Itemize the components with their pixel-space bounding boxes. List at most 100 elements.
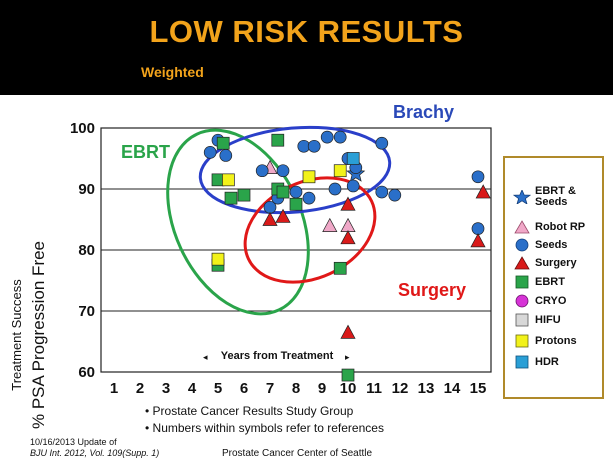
surgery-marker — [340, 230, 356, 245]
ebrt-marker — [216, 136, 230, 150]
legend-label: HDR — [535, 355, 559, 368]
x-tick-label: 9 — [318, 380, 326, 397]
x-tick-label: 8 — [292, 380, 300, 397]
protons-marker — [302, 170, 316, 184]
seeds-marker — [307, 139, 321, 153]
surgery-marker — [475, 184, 491, 199]
ebrt-marker — [333, 261, 347, 275]
legend-item-hdr: HDR — [513, 355, 559, 369]
page-subtitle: Weighted — [141, 64, 204, 80]
ebrt-marker — [289, 197, 303, 211]
surgery-marker — [470, 233, 486, 248]
robot-rp-marker — [322, 217, 338, 232]
x-tick-label: 12 — [392, 380, 409, 397]
seeds-marker — [320, 130, 334, 144]
ebrt-marker — [276, 185, 290, 199]
yellow-square-icon — [515, 334, 529, 348]
x-tick-label: 11 — [366, 380, 382, 397]
note-study-group: • Prostate Cancer Results Study Group — [145, 404, 354, 418]
legend: EBRT & Seeds Robot RP Seeds Surgery EBRT… — [503, 156, 604, 399]
legend-item-robot-rp: Robot RP — [513, 220, 585, 234]
x-axis-arrow-right: ▸ — [345, 353, 350, 363]
x-tick-label: 15 — [470, 380, 487, 397]
y-tick-label: 60 — [78, 364, 95, 381]
magenta-circle-icon — [515, 294, 529, 308]
surgery-marker — [262, 211, 278, 226]
legend-item-ebrt: EBRT — [513, 275, 565, 289]
legend-item-seeds: Seeds — [513, 238, 567, 252]
pink-triangle-icon — [514, 220, 530, 234]
seeds-marker — [289, 185, 303, 199]
legend-label: Protons — [535, 334, 577, 347]
note-references: • Numbers within symbols refer to refere… — [145, 421, 384, 435]
x-tick-label: 3 — [162, 380, 170, 397]
red-triangle-icon — [514, 256, 530, 270]
surgery-marker — [275, 208, 291, 223]
y-axis-label-bottom: % PSA Progression Free — [29, 241, 48, 429]
seeds-marker — [388, 188, 402, 202]
y-tick-label: 100 — [70, 120, 95, 137]
ebrt-marker — [237, 188, 251, 202]
y-tick-label: 90 — [78, 181, 95, 198]
title-banner — [0, 0, 613, 95]
seeds-marker — [302, 191, 316, 205]
hdr-marker — [346, 152, 360, 165]
x-tick-label: 4 — [188, 380, 197, 397]
page-title: LOW RISK RESULTS — [149, 14, 464, 49]
x-tick-label: 5 — [214, 380, 222, 397]
y-axis-label-top: Treatment Success — [9, 279, 24, 391]
scatter-chart: Treatment Success % PSA Progression Free… — [9, 102, 492, 429]
y-tick-label: 80 — [78, 242, 95, 259]
legend-label: EBRT & — [535, 185, 576, 197]
x-tick-label: 6 — [240, 380, 248, 397]
ebrt-marker — [341, 368, 355, 382]
x-tick-label: 7 — [266, 380, 274, 397]
seeds-marker — [328, 182, 342, 196]
seeds-marker — [255, 164, 269, 178]
legend-label: Surgery — [535, 256, 577, 269]
x-tick-label: 1 — [110, 380, 118, 397]
legend-label: HIFU — [535, 313, 561, 326]
x-tick-label: 10 — [340, 380, 357, 397]
legend-item-hifu: HIFU — [513, 313, 561, 327]
seeds-marker — [375, 136, 389, 150]
seeds-marker — [333, 130, 347, 144]
blue-square-icon — [515, 355, 529, 369]
legend-item-protons: Protons — [513, 334, 577, 348]
star-icon — [513, 190, 531, 204]
blue-circle-icon — [515, 238, 529, 252]
legend-item-cryo: CRYO — [513, 294, 566, 308]
protons-marker — [222, 173, 235, 187]
footer-journal: BJU Int. 2012, Vol. 109(Supp. 1) — [30, 448, 160, 458]
legend-label: EBRT — [535, 275, 565, 288]
group-label-brachy: Brachy — [393, 102, 454, 122]
seeds-marker — [375, 185, 389, 199]
legend-item-ebrt-seeds: EBRT & Seeds — [513, 186, 576, 208]
seeds-marker — [471, 170, 485, 184]
ebrt-marker — [224, 191, 238, 205]
legend-label: CRYO — [535, 294, 567, 307]
protons-marker — [333, 164, 347, 178]
seeds-marker — [263, 200, 277, 214]
y-tick-label: 70 — [78, 303, 95, 320]
protons-marker — [211, 252, 225, 266]
surgery-ellipse — [243, 176, 377, 284]
legend-item-surgery: Surgery — [513, 256, 577, 270]
seeds-marker — [219, 149, 233, 162]
legend-label: Seeds — [535, 196, 568, 208]
seeds-marker — [276, 164, 290, 178]
x-axis-arrow-left: ◂ — [203, 353, 208, 363]
legend-label: Robot RP — [535, 220, 586, 233]
footer-date: 10/16/2013 Update of — [30, 437, 117, 447]
seeds-marker — [203, 146, 217, 159]
grey-square-icon — [515, 313, 529, 327]
surgery-marker — [340, 196, 356, 211]
group-label-ebrt: EBRT — [121, 142, 170, 162]
footer-org: Prostate Cancer Center of Seattle — [222, 448, 373, 459]
brachy-ellipse — [198, 125, 392, 215]
x-tick-label: 14 — [444, 380, 461, 397]
surgery-marker — [340, 324, 356, 339]
x-axis-label: Years from Treatment — [221, 350, 334, 362]
seeds-marker — [471, 222, 485, 235]
x-tick-label: 13 — [418, 380, 435, 397]
